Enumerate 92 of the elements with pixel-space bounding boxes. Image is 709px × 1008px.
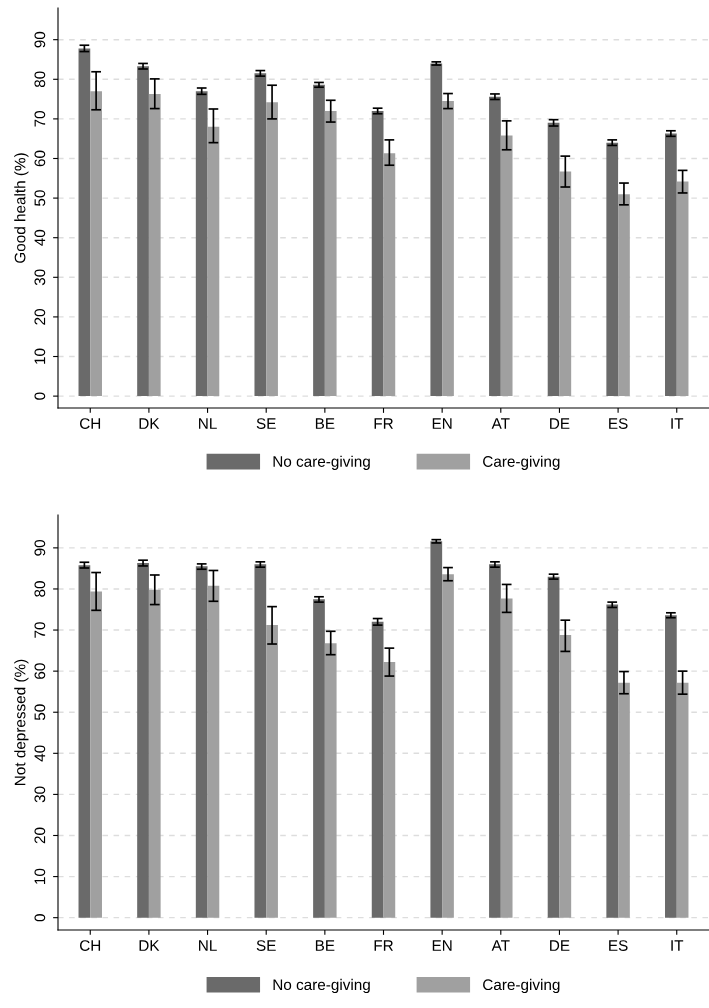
y-tick-label: 90 xyxy=(34,539,46,556)
bar xyxy=(676,682,689,918)
bar xyxy=(547,122,560,397)
y-tick-label: 10 xyxy=(34,868,46,884)
y-tick-label: 0 xyxy=(34,392,46,400)
x-tick-label: EN xyxy=(432,418,452,429)
bar xyxy=(324,110,337,397)
bar xyxy=(559,171,572,397)
x-tick-label: SE xyxy=(256,418,276,429)
legend-label: No care-giving xyxy=(273,978,370,994)
y-axis-title: Good health (%) xyxy=(14,153,29,263)
y-tick-label: 10 xyxy=(34,348,46,364)
y-tick-label: 70 xyxy=(34,622,46,638)
bar xyxy=(313,84,325,397)
x-tick-label: IT xyxy=(671,940,684,951)
bar xyxy=(618,682,630,918)
y-tick-label: 70 xyxy=(34,110,46,127)
y-tick-label: 50 xyxy=(34,704,46,721)
bar xyxy=(137,66,149,397)
y-tick-label: 80 xyxy=(34,71,46,88)
legend-label: No care-giving xyxy=(273,455,370,470)
x-tick-label: FR xyxy=(374,940,393,951)
bar xyxy=(148,589,161,918)
bar xyxy=(313,599,325,918)
bar xyxy=(207,126,220,397)
bar xyxy=(500,598,513,918)
bar xyxy=(148,93,161,397)
y-tick-label: 40 xyxy=(34,229,46,246)
bar xyxy=(606,142,619,397)
y-tick-label: 20 xyxy=(34,827,46,844)
x-tick-label: AT xyxy=(491,418,510,429)
bar xyxy=(442,101,454,397)
bar xyxy=(207,585,220,918)
bar xyxy=(430,63,443,397)
y-tick-label: 30 xyxy=(34,269,46,286)
bar xyxy=(254,73,267,397)
y-tick-label: 0 xyxy=(34,914,46,922)
bar xyxy=(371,621,384,918)
x-tick-label: BE xyxy=(315,940,335,951)
y-tick-label: 90 xyxy=(34,31,46,48)
legend-label: Care-giving xyxy=(483,455,560,470)
bar xyxy=(383,662,396,918)
x-tick-label: DK xyxy=(139,418,160,429)
bar xyxy=(606,604,619,918)
bar xyxy=(195,91,208,397)
y-tick-label: 40 xyxy=(34,745,46,762)
x-tick-label: FR xyxy=(374,418,393,429)
bar xyxy=(266,625,278,918)
bar xyxy=(442,574,454,918)
x-tick-label: ES xyxy=(609,940,628,951)
bar xyxy=(676,181,689,397)
bar xyxy=(383,153,396,397)
x-tick-label: AT xyxy=(491,940,510,951)
x-tick-label: DE xyxy=(550,940,570,951)
bar xyxy=(430,541,443,918)
x-tick-label: NL xyxy=(199,418,217,429)
x-tick-label: EN xyxy=(432,940,452,951)
bar xyxy=(324,643,337,918)
x-tick-label: CH xyxy=(80,940,101,951)
y-axis-title: Not depressed (%) xyxy=(14,659,29,785)
x-tick-label: NL xyxy=(199,940,217,951)
bar xyxy=(618,194,630,397)
bar xyxy=(90,591,102,918)
bar xyxy=(489,564,501,918)
y-tick-label: 50 xyxy=(34,190,46,206)
x-tick-label: DE xyxy=(550,418,570,429)
bar xyxy=(489,96,501,397)
bar xyxy=(559,634,572,918)
x-tick-label: DK xyxy=(139,940,160,951)
bar xyxy=(266,102,278,397)
x-tick-label: SE xyxy=(256,940,276,951)
bar xyxy=(137,563,149,918)
x-tick-label: BE xyxy=(315,418,335,429)
x-tick-label: IT xyxy=(671,418,684,429)
legend-label: Care-giving xyxy=(483,978,560,994)
bar xyxy=(500,135,513,397)
x-tick-label: CH xyxy=(80,418,101,429)
bar xyxy=(195,566,208,918)
bar xyxy=(371,110,384,397)
x-tick-label: ES xyxy=(609,418,628,429)
bar xyxy=(665,615,677,918)
bar xyxy=(78,565,91,918)
bar xyxy=(90,91,102,397)
bar xyxy=(78,48,91,397)
bar xyxy=(254,564,267,918)
y-tick-label: 60 xyxy=(34,150,46,167)
y-tick-label: 30 xyxy=(34,786,46,803)
y-tick-label: 80 xyxy=(34,581,46,597)
bar xyxy=(665,133,677,397)
bar xyxy=(547,576,560,918)
y-tick-label: 60 xyxy=(34,663,46,679)
y-tick-label: 20 xyxy=(34,309,46,325)
